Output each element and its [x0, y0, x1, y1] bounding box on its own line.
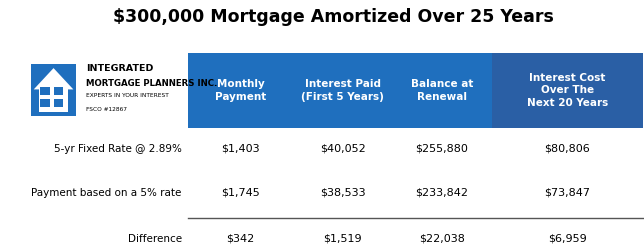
Text: INTEGRATED: INTEGRATED: [86, 64, 153, 73]
Text: $342: $342: [227, 234, 255, 244]
Text: $1,745: $1,745: [222, 188, 260, 198]
Text: Interest Cost
Over The
Next 20 Years: Interest Cost Over The Next 20 Years: [527, 73, 608, 108]
FancyBboxPatch shape: [40, 99, 50, 107]
Text: $6,959: $6,959: [548, 234, 587, 244]
Text: $73,847: $73,847: [544, 188, 591, 198]
FancyBboxPatch shape: [53, 87, 64, 95]
Text: FSCO #12867: FSCO #12867: [86, 107, 127, 112]
Text: $38,533: $38,533: [320, 188, 366, 198]
Text: $300,000 Mortgage Amortized Over 25 Years: $300,000 Mortgage Amortized Over 25 Year…: [113, 8, 554, 26]
Polygon shape: [33, 68, 73, 89]
Text: $22,038: $22,038: [419, 234, 465, 244]
FancyBboxPatch shape: [31, 64, 76, 116]
Text: Payment based on a 5% rate: Payment based on a 5% rate: [32, 188, 182, 198]
FancyBboxPatch shape: [392, 53, 491, 128]
Text: Difference: Difference: [128, 234, 182, 244]
Text: Balance at
Renewal: Balance at Renewal: [411, 79, 473, 102]
Text: $1,519: $1,519: [323, 234, 362, 244]
FancyBboxPatch shape: [53, 99, 64, 107]
FancyBboxPatch shape: [39, 88, 68, 112]
FancyBboxPatch shape: [293, 53, 392, 128]
Text: MORTGAGE PLANNERS INC.: MORTGAGE PLANNERS INC.: [86, 79, 217, 88]
Text: Monthly
Payment: Monthly Payment: [215, 79, 266, 102]
FancyBboxPatch shape: [491, 53, 643, 128]
Text: $233,842: $233,842: [415, 188, 468, 198]
FancyBboxPatch shape: [188, 53, 293, 128]
Text: $1,403: $1,403: [222, 144, 260, 154]
Text: 5-yr Fixed Rate @ 2.89%: 5-yr Fixed Rate @ 2.89%: [54, 144, 182, 154]
FancyBboxPatch shape: [40, 87, 50, 95]
Text: $80,806: $80,806: [545, 144, 591, 154]
FancyBboxPatch shape: [24, 53, 188, 128]
Text: Interest Paid
(First 5 Years): Interest Paid (First 5 Years): [301, 79, 384, 102]
Text: $255,880: $255,880: [415, 144, 468, 154]
Text: $40,052: $40,052: [320, 144, 366, 154]
Text: EXPERTS IN YOUR INTEREST: EXPERTS IN YOUR INTEREST: [86, 93, 169, 98]
